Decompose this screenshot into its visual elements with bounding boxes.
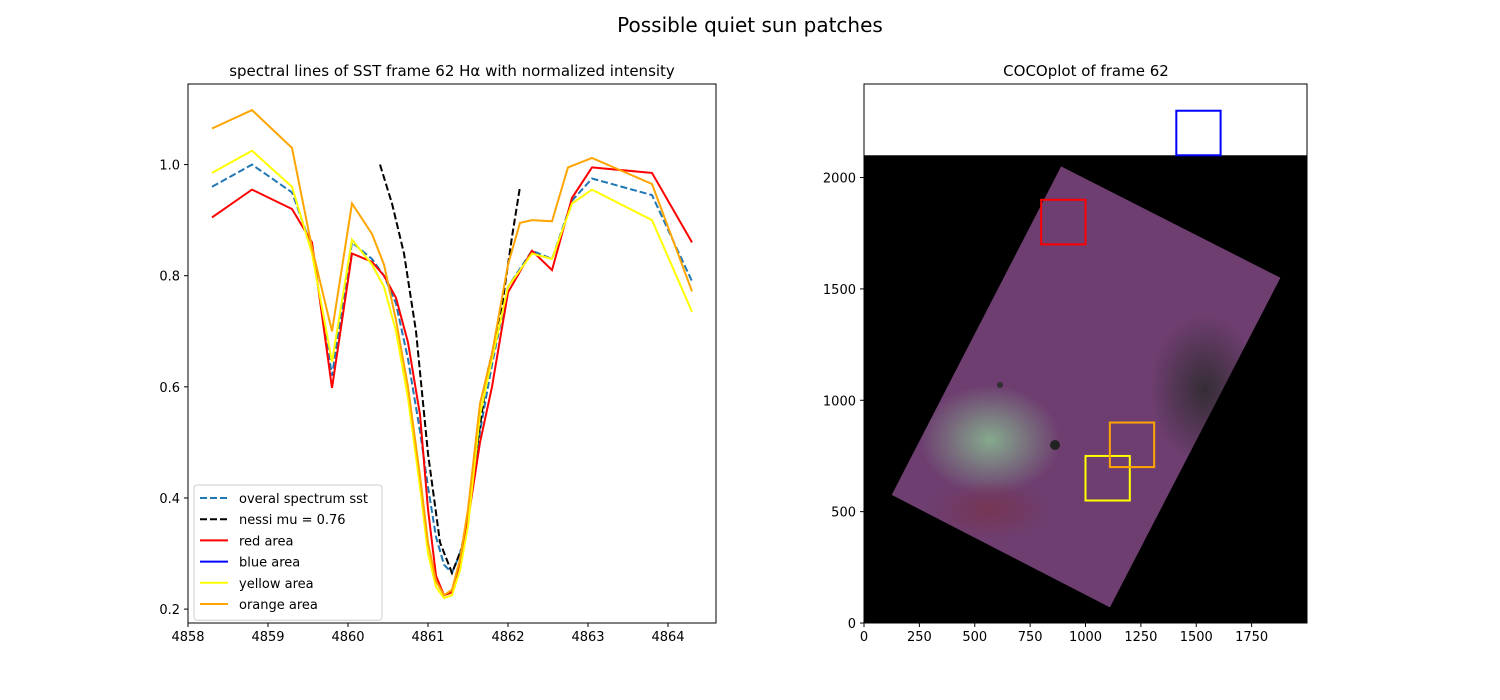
region-box [1108, 421, 1156, 469]
x-tick-label: 4859 [251, 630, 284, 645]
x-tick-label: 4858 [171, 630, 204, 645]
y-tick-label: 2000 [823, 172, 856, 187]
cocoplot-chart: COCOplot of frame 62 0 250 500 750 1000 1250 1… [823, 62, 1308, 645]
figure-title: Possible quiet sun patches [617, 13, 883, 37]
x-tick-label: 4861 [411, 630, 444, 645]
dark-spot [997, 382, 1003, 388]
x-tick-label: 1000 [1069, 630, 1102, 645]
spectral-line-chart: spectral lines of SST frame 62 Hα with n… [159, 62, 717, 645]
region-box [1040, 198, 1087, 246]
y-tick-label: 0.8 [159, 270, 180, 285]
legend-label: blue area [239, 556, 300, 571]
left-x-axis: 4858 4859 4860 4861 4862 4863 4864 [171, 623, 685, 645]
legend-label: red area [239, 534, 293, 549]
series-line [211, 108, 693, 597]
y-tick-label: 1000 [823, 394, 856, 409]
y-tick-label: 0 [848, 617, 856, 632]
left-plot-frame [187, 83, 717, 624]
legend-box [193, 484, 383, 621]
legend-label: nessi mu = 0.76 [239, 513, 346, 528]
x-tick-label: 750 [1018, 630, 1043, 645]
x-tick-label: 4863 [571, 630, 604, 645]
y-tick-label: 0.4 [159, 492, 180, 507]
x-tick-label: 4864 [651, 630, 684, 645]
x-tick-label: 0 [860, 630, 868, 645]
x-tick-label: 4862 [491, 630, 524, 645]
region-box [1175, 109, 1222, 157]
x-tick-label: 250 [907, 630, 932, 645]
y-tick-label: 1.0 [159, 159, 180, 174]
right-y-axis: 0 500 1000 1500 2000 [823, 172, 864, 632]
left-y-axis: 0.2 0.4 0.6 0.8 1.0 [159, 159, 188, 618]
region-box [1084, 454, 1131, 502]
series-line [379, 164, 521, 576]
x-tick-label: 1500 [1180, 630, 1213, 645]
region-boxes [1040, 109, 1222, 502]
dark-spot [1050, 440, 1060, 450]
x-tick-label: 1250 [1124, 630, 1157, 645]
series-line [211, 166, 693, 597]
legend-label: overal spectrum sst [239, 492, 368, 507]
x-tick-label: 1750 [1235, 630, 1268, 645]
reddish-patch [930, 480, 1050, 540]
right-chart-title: COCOplot of frame 62 [1003, 62, 1169, 80]
left-chart-title: spectral lines of SST frame 62 Hα with n… [229, 62, 675, 80]
y-tick-label: 500 [831, 506, 856, 521]
legend-label: yellow area [239, 577, 314, 592]
y-tick-label: 1500 [823, 283, 856, 298]
x-tick-label: 500 [962, 630, 987, 645]
right-x-axis: 0 250 500 750 1000 1250 1500 1750 [860, 623, 1268, 645]
x-tick-label: 4860 [331, 630, 364, 645]
y-tick-label: 0.6 [159, 381, 180, 396]
legend-label: orange area [239, 598, 318, 613]
y-tick-label: 0.2 [159, 603, 180, 618]
green-emission-patch [920, 385, 1060, 495]
legend: overal spectrum sst nessi mu = 0.76 red ar… [193, 484, 383, 621]
series-line [211, 149, 693, 600]
